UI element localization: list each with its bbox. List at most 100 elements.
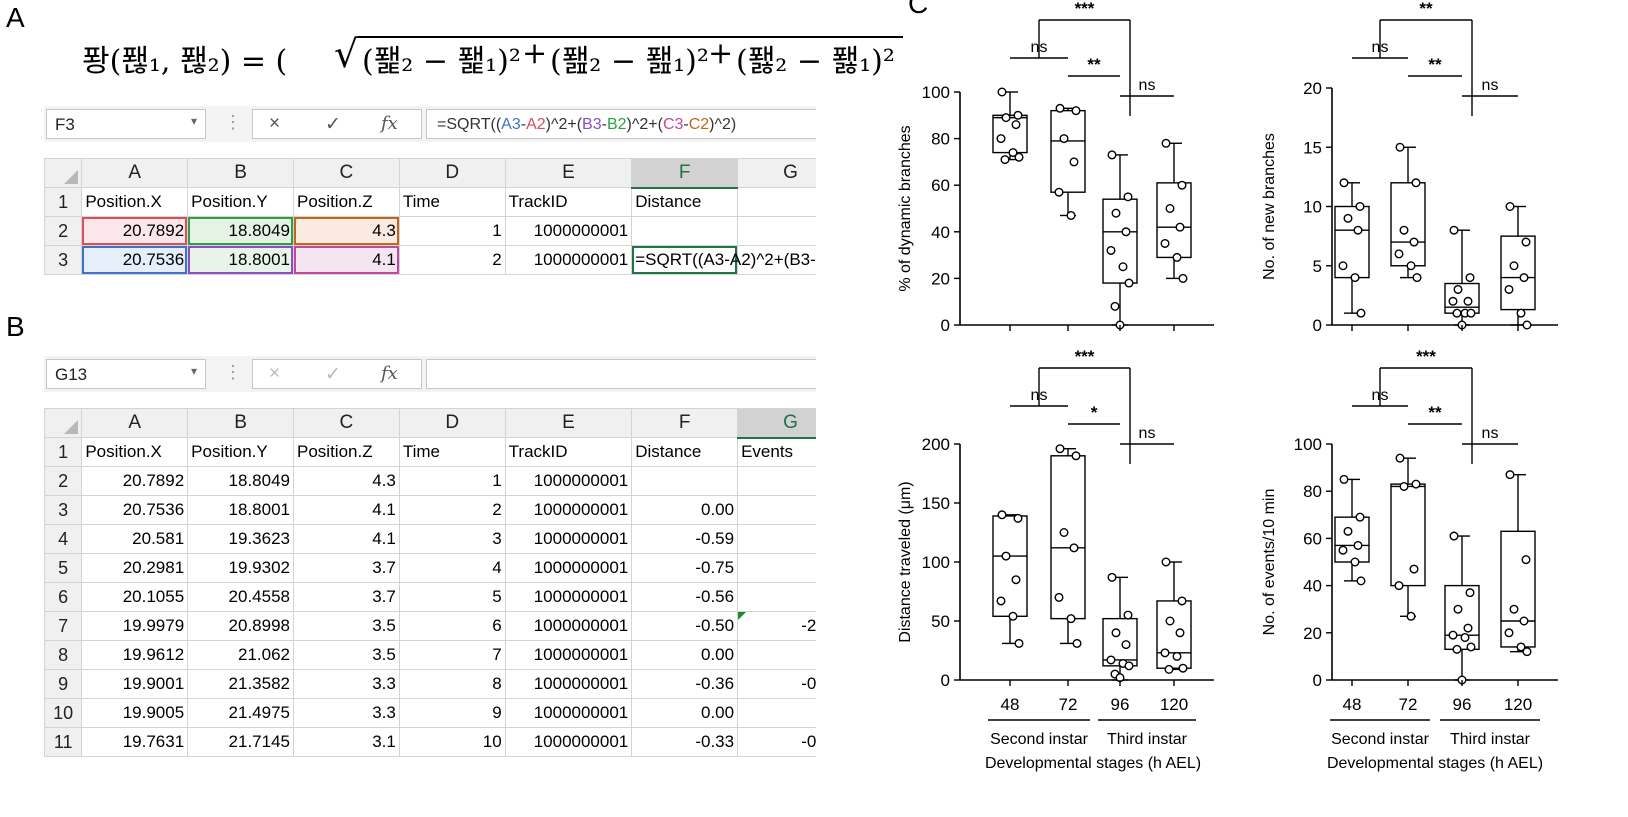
cell-d9[interactable]: 8 (398, 669, 506, 699)
cell-g1[interactable]: Events (737, 437, 816, 467)
name-box[interactable]: G13 ▾ (46, 359, 206, 389)
row-header[interactable]: 10 (44, 698, 83, 728)
cell-f4[interactable]: -0.59 (631, 524, 739, 554)
cell-e6[interactable]: 1000000001 (504, 582, 633, 612)
cell-f9[interactable]: -0.36 (631, 669, 739, 699)
cell-f11[interactable]: -0.33 (631, 727, 739, 757)
cell-d5[interactable]: 4 (398, 553, 506, 583)
cell-b3[interactable]: 18.8001 (187, 245, 294, 275)
cell-g9[interactable]: -0.36 (737, 669, 816, 699)
cell-g4[interactable] (737, 524, 816, 554)
confirm-icon[interactable]: ✓ (325, 114, 341, 135)
cell-d3[interactable]: 2 (398, 245, 506, 275)
cell-a2[interactable]: 20.7892 (81, 216, 189, 246)
cell-a5[interactable]: 20.2981 (81, 553, 189, 583)
cell-b8[interactable]: 21.062 (187, 640, 294, 670)
cell-d6[interactable]: 5 (398, 582, 506, 612)
cell-e2[interactable]: 1000000001 (504, 216, 633, 246)
column-header-g[interactable]: G (737, 158, 816, 188)
cell-b2[interactable]: 18.8049 (187, 466, 294, 496)
cell-e3[interactable]: 1000000001 (504, 495, 633, 525)
cell-b2[interactable]: 18.8049 (187, 216, 294, 246)
cell-g2[interactable] (737, 216, 816, 246)
cell-e2[interactable]: 1000000001 (504, 466, 633, 496)
cell-f3[interactable]: 0.00 (631, 495, 739, 525)
cell-b9[interactable]: 21.3582 (187, 669, 294, 699)
cell-e5[interactable]: 1000000001 (504, 553, 633, 583)
column-header-c[interactable]: C (293, 158, 400, 188)
cell-b1[interactable]: Position.Y (187, 437, 294, 467)
row-header[interactable]: 11 (44, 727, 83, 757)
cell-d1[interactable]: Time (398, 187, 506, 217)
cell-g7[interactable]: -2.40 (737, 611, 816, 641)
cell-c2[interactable]: 4.3 (293, 466, 400, 496)
insert-function-icon[interactable]: fx (381, 363, 398, 384)
cancel-icon[interactable]: × (269, 363, 281, 384)
cell-f2[interactable] (631, 216, 739, 246)
row-header[interactable]: 1 (44, 187, 83, 217)
row-header[interactable]: 2 (44, 466, 83, 496)
cell-f2[interactable] (631, 466, 739, 496)
cell-c2[interactable]: 4.3 (293, 216, 400, 246)
row-header[interactable]: 6 (44, 582, 83, 612)
name-box[interactable]: F3 ▾ (46, 109, 206, 139)
row-header[interactable]: 4 (44, 524, 83, 554)
cell-f5[interactable]: -0.75 (631, 553, 739, 583)
cell-e4[interactable]: 1000000001 (504, 524, 633, 554)
cell-f6[interactable]: -0.56 (631, 582, 739, 612)
cell-a3[interactable]: 20.7536 (81, 495, 189, 525)
cell-f7[interactable]: -0.50 (631, 611, 739, 641)
row-header[interactable]: 5 (44, 553, 83, 583)
column-header-a[interactable]: A (81, 408, 189, 438)
row-header[interactable]: 8 (44, 640, 83, 670)
column-header-a[interactable]: A (81, 158, 189, 188)
cell-d10[interactable]: 9 (398, 698, 506, 728)
cell-c8[interactable]: 3.5 (293, 640, 400, 670)
cell-a1[interactable]: Position.X (81, 187, 189, 217)
row-header[interactable]: 2 (44, 216, 83, 246)
cell-c6[interactable]: 3.7 (293, 582, 400, 612)
cell-e8[interactable]: 1000000001 (504, 640, 633, 670)
cell-g6[interactable] (737, 582, 816, 612)
cell-a6[interactable]: 20.1055 (81, 582, 189, 612)
cell-e7[interactable]: 1000000001 (504, 611, 633, 641)
cell-d1[interactable]: Time (398, 437, 506, 467)
cell-a7[interactable]: 19.9979 (81, 611, 189, 641)
cell-d11[interactable]: 10 (398, 727, 506, 757)
cell-e9[interactable]: 1000000001 (504, 669, 633, 699)
cell-d2[interactable]: 1 (398, 216, 506, 246)
cell-f1[interactable]: Distance (631, 437, 739, 467)
cell-a1[interactable]: Position.X (81, 437, 189, 467)
column-header-b[interactable]: B (187, 408, 294, 438)
cell-g3[interactable] (737, 245, 816, 275)
cell-c11[interactable]: 3.1 (293, 727, 400, 757)
cell-c3[interactable]: 4.1 (293, 495, 400, 525)
column-header-d[interactable]: D (398, 408, 506, 438)
cell-b3[interactable]: 18.8001 (187, 495, 294, 525)
cell-d4[interactable]: 3 (398, 524, 506, 554)
cell-e3[interactable]: 1000000001 (504, 245, 633, 275)
column-header-g[interactable]: G (737, 408, 816, 439)
cell-e11[interactable]: 1000000001 (504, 727, 633, 757)
cell-c5[interactable]: 3.7 (293, 553, 400, 583)
cell-f3[interactable]: =SQRT((A3-A2)^2+(B3- (631, 245, 816, 275)
row-header[interactable]: 3 (44, 245, 83, 275)
column-header-f[interactable]: F (631, 408, 739, 438)
cell-g5[interactable] (737, 553, 816, 583)
cell-f10[interactable]: 0.00 (631, 698, 739, 728)
cell-a8[interactable]: 19.9612 (81, 640, 189, 670)
cell-b10[interactable]: 21.4975 (187, 698, 294, 728)
cell-c7[interactable]: 3.5 (293, 611, 400, 641)
cell-b7[interactable]: 20.8998 (187, 611, 294, 641)
cell-f8[interactable]: 0.00 (631, 640, 739, 670)
cell-f1[interactable]: Distance (631, 187, 739, 217)
cell-a9[interactable]: 19.9001 (81, 669, 189, 699)
cell-c1[interactable]: Position.Z (293, 437, 400, 467)
cell-a2[interactable]: 20.7892 (81, 466, 189, 496)
cell-b5[interactable]: 19.9302 (187, 553, 294, 583)
cell-g11[interactable]: -0.33 (737, 727, 816, 757)
cell-g1[interactable] (737, 187, 816, 217)
cell-e10[interactable]: 1000000001 (504, 698, 633, 728)
column-header-f[interactable]: F (631, 158, 739, 189)
chevron-down-icon[interactable]: ▾ (190, 364, 197, 378)
